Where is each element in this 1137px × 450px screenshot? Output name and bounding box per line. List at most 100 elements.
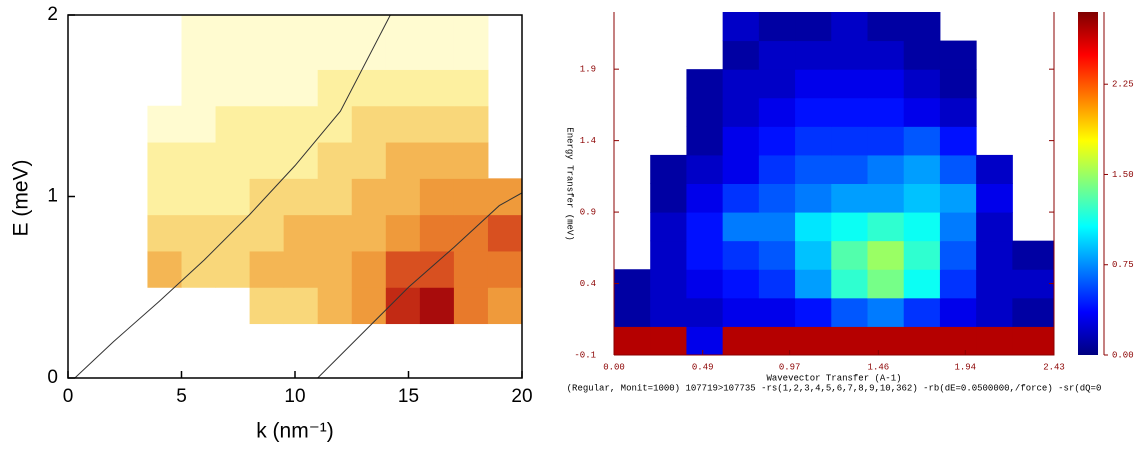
cell	[283, 142, 319, 179]
cell	[795, 326, 832, 356]
cell	[686, 212, 724, 242]
cell	[283, 15, 319, 70]
cell	[249, 214, 285, 252]
cell	[903, 12, 941, 42]
cell	[650, 326, 687, 356]
cell	[385, 250, 421, 288]
left-chart: k (nm⁻¹) E (meV) 0 5 10 15 20 0 1 2	[10, 4, 533, 443]
cell	[317, 105, 353, 143]
cell	[795, 12, 832, 42]
cell	[385, 105, 421, 143]
cell	[249, 142, 285, 179]
cell	[317, 178, 353, 216]
cell	[181, 178, 217, 216]
cell	[939, 97, 977, 127]
cell	[487, 287, 522, 325]
cell	[650, 240, 687, 270]
cell	[453, 15, 489, 70]
cell	[1012, 297, 1055, 327]
cell	[831, 126, 868, 156]
cell	[453, 105, 489, 143]
cell	[147, 178, 182, 216]
cell	[249, 105, 285, 143]
cell	[795, 40, 832, 70]
cell	[903, 126, 941, 156]
cell	[351, 287, 387, 325]
cell	[867, 212, 905, 242]
cell	[283, 69, 319, 107]
cell	[385, 178, 421, 216]
cell	[939, 69, 977, 99]
cell	[686, 97, 724, 127]
cell	[317, 287, 353, 325]
cell	[722, 297, 760, 327]
cell	[758, 269, 796, 299]
cell	[385, 287, 421, 325]
cell	[385, 69, 421, 107]
cell	[385, 15, 421, 70]
cell	[215, 250, 251, 288]
x-axis-label: k (nm⁻¹)	[256, 420, 334, 443]
cell	[351, 214, 387, 252]
cell	[939, 297, 977, 327]
cell	[867, 154, 905, 184]
cell	[181, 15, 217, 70]
cell	[614, 326, 651, 356]
cell	[1012, 240, 1055, 270]
cell	[867, 269, 905, 299]
cell	[867, 40, 905, 70]
cell	[795, 212, 832, 242]
cell	[419, 178, 455, 216]
x-tick-label: 1.46	[868, 362, 890, 372]
cell	[317, 142, 353, 179]
cell	[419, 214, 455, 252]
cell	[903, 326, 941, 356]
cell	[453, 250, 489, 288]
plot-area	[74, 15, 522, 378]
cell	[758, 40, 796, 70]
y-tick-label: 1.9	[580, 65, 596, 75]
cell	[249, 250, 285, 288]
cell	[867, 183, 905, 213]
cell	[722, 12, 760, 42]
colorbar-tick-label: 0.00	[1112, 350, 1134, 360]
x-tick-label: 20	[511, 386, 532, 407]
cell	[939, 269, 977, 299]
cell	[283, 105, 319, 143]
cell	[758, 297, 796, 327]
cell	[351, 142, 387, 179]
cell	[867, 240, 905, 270]
cell	[351, 69, 387, 107]
cell	[939, 126, 977, 156]
cell	[722, 269, 760, 299]
cell	[903, 69, 941, 99]
x-axis-label: Wavevector Transfer (A-1)	[766, 373, 901, 383]
colorbar	[1078, 12, 1098, 355]
y-tick-label: -0.1	[574, 350, 596, 360]
cell	[903, 154, 941, 184]
cell	[283, 287, 319, 325]
cell	[795, 126, 832, 156]
cell	[722, 212, 760, 242]
cell	[976, 240, 1013, 270]
footer: (Regular, Monit=1000) 107719>107735 -rs(…	[567, 383, 1102, 393]
cell	[215, 15, 251, 70]
x-tick-label: 1.94	[954, 362, 976, 372]
cell	[758, 183, 796, 213]
y-tick-label: 0.4	[580, 279, 596, 289]
cell	[487, 214, 522, 252]
cell	[686, 297, 724, 327]
y-tick-label: 0.9	[580, 207, 596, 217]
cell	[831, 297, 868, 327]
cell	[831, 183, 868, 213]
cell	[385, 142, 421, 179]
cell	[976, 269, 1013, 299]
cell	[419, 142, 455, 179]
cell	[939, 212, 977, 242]
cell	[758, 69, 796, 99]
cell	[1012, 269, 1055, 299]
cell	[722, 240, 760, 270]
cell	[487, 250, 522, 288]
cell	[903, 240, 941, 270]
